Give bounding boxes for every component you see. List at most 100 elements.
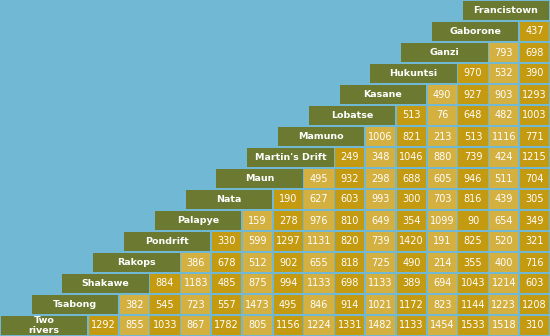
- Bar: [273, 295, 303, 314]
- Text: 884: 884: [156, 279, 174, 289]
- Bar: [243, 232, 272, 251]
- Bar: [181, 316, 211, 335]
- Text: 1297: 1297: [276, 237, 300, 247]
- Text: Gaborone: Gaborone: [449, 27, 501, 36]
- Bar: [427, 316, 457, 335]
- Text: 439: 439: [494, 195, 513, 205]
- Bar: [212, 274, 241, 293]
- Bar: [335, 295, 365, 314]
- Bar: [458, 169, 488, 188]
- Text: Mamuno: Mamuno: [299, 132, 344, 141]
- Text: 321: 321: [525, 237, 544, 247]
- Bar: [304, 169, 334, 188]
- Bar: [458, 127, 488, 146]
- Text: 903: 903: [494, 89, 513, 99]
- Bar: [304, 253, 334, 272]
- Text: 703: 703: [433, 195, 452, 205]
- Text: 545: 545: [156, 299, 174, 309]
- Bar: [366, 148, 395, 167]
- Bar: [119, 316, 149, 335]
- Text: 678: 678: [217, 257, 236, 267]
- Text: 914: 914: [340, 299, 359, 309]
- Text: 1183: 1183: [184, 279, 208, 289]
- Text: 213: 213: [433, 131, 452, 141]
- Bar: [489, 232, 519, 251]
- Text: 816: 816: [464, 195, 482, 205]
- Text: 821: 821: [402, 131, 421, 141]
- Bar: [520, 22, 549, 41]
- Text: 159: 159: [248, 215, 267, 225]
- Text: 698: 698: [525, 47, 544, 57]
- Text: 810: 810: [340, 215, 359, 225]
- Bar: [150, 274, 180, 293]
- Text: 725: 725: [371, 257, 390, 267]
- Bar: [335, 211, 365, 230]
- Bar: [335, 232, 365, 251]
- Bar: [427, 148, 457, 167]
- Bar: [93, 253, 180, 272]
- Bar: [489, 148, 519, 167]
- Text: 976: 976: [310, 215, 328, 225]
- Bar: [366, 295, 395, 314]
- Bar: [520, 232, 549, 251]
- Text: 1003: 1003: [522, 111, 547, 121]
- Bar: [427, 106, 457, 125]
- Text: 1043: 1043: [461, 279, 485, 289]
- Text: Martin's Drift: Martin's Drift: [255, 153, 326, 162]
- Text: 825: 825: [464, 237, 482, 247]
- Text: 694: 694: [433, 279, 452, 289]
- Text: 1006: 1006: [368, 131, 393, 141]
- Bar: [150, 316, 180, 335]
- Bar: [278, 127, 365, 146]
- Text: Nata: Nata: [216, 195, 241, 204]
- Text: 520: 520: [494, 237, 513, 247]
- Text: 330: 330: [217, 237, 236, 247]
- Text: 739: 739: [371, 237, 390, 247]
- Bar: [366, 232, 395, 251]
- Bar: [243, 211, 272, 230]
- Bar: [181, 253, 211, 272]
- Text: 190: 190: [279, 195, 298, 205]
- Text: 1099: 1099: [430, 215, 454, 225]
- Bar: [304, 232, 334, 251]
- Text: Kasane: Kasane: [364, 90, 402, 99]
- Text: 867: 867: [186, 321, 205, 331]
- Text: 1224: 1224: [307, 321, 331, 331]
- Bar: [397, 316, 426, 335]
- Bar: [366, 274, 395, 293]
- Bar: [520, 148, 549, 167]
- Text: 1144: 1144: [461, 299, 485, 309]
- Text: 1021: 1021: [368, 299, 393, 309]
- Text: Two
rivers: Two rivers: [29, 316, 59, 335]
- Bar: [520, 127, 549, 146]
- Bar: [155, 211, 241, 230]
- Bar: [520, 274, 549, 293]
- Text: Hukuntsi: Hukuntsi: [389, 69, 438, 78]
- Bar: [432, 22, 519, 41]
- Text: Ganzi: Ganzi: [430, 48, 459, 57]
- Bar: [335, 253, 365, 272]
- Bar: [489, 316, 519, 335]
- Text: 298: 298: [371, 173, 390, 183]
- Bar: [489, 106, 519, 125]
- Bar: [397, 190, 426, 209]
- Bar: [401, 43, 488, 62]
- Text: 424: 424: [494, 153, 513, 163]
- Bar: [119, 295, 149, 314]
- Bar: [212, 295, 241, 314]
- Bar: [62, 274, 149, 293]
- Text: 1133: 1133: [368, 279, 393, 289]
- Bar: [185, 190, 272, 209]
- Bar: [212, 316, 241, 335]
- Bar: [489, 274, 519, 293]
- Bar: [1, 316, 87, 335]
- Text: 495: 495: [279, 299, 298, 309]
- Text: 1482: 1482: [368, 321, 393, 331]
- Bar: [366, 127, 395, 146]
- Text: 704: 704: [525, 173, 544, 183]
- Bar: [304, 190, 334, 209]
- Bar: [243, 295, 272, 314]
- Bar: [335, 316, 365, 335]
- Text: Tsabong: Tsabong: [53, 300, 97, 309]
- Text: 993: 993: [371, 195, 390, 205]
